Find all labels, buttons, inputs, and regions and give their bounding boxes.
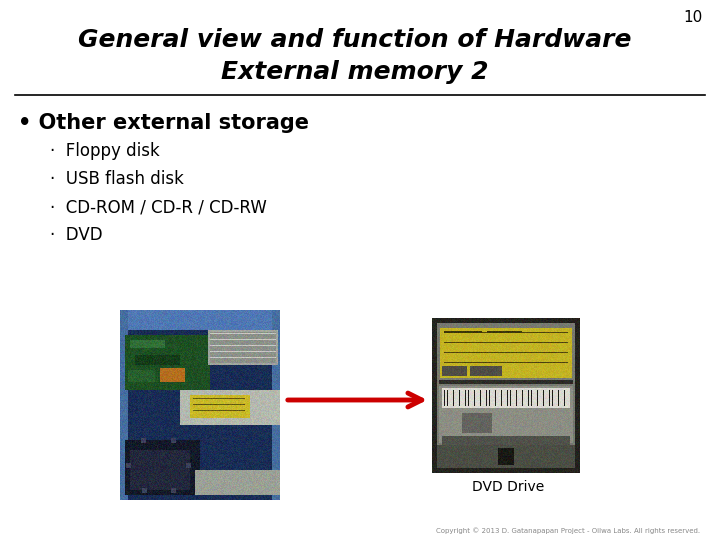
Text: ·  Floppy disk: · Floppy disk xyxy=(50,142,160,160)
Text: ·  DVD: · DVD xyxy=(50,226,103,244)
Text: DVD Drive: DVD Drive xyxy=(472,480,544,494)
Text: ·  CD-ROM / CD-R / CD-RW: · CD-ROM / CD-R / CD-RW xyxy=(50,198,267,216)
Text: ·  USB flash disk: · USB flash disk xyxy=(50,170,184,188)
Text: 10: 10 xyxy=(684,10,703,25)
Text: Copyright © 2013 D. Gatanapapan Project - Oilwa Labs. All rights reserved.: Copyright © 2013 D. Gatanapapan Project … xyxy=(436,528,700,534)
Text: General view and function of Hardware: General view and function of Hardware xyxy=(78,28,631,52)
Text: • Other external storage: • Other external storage xyxy=(18,113,309,133)
Text: External memory 2: External memory 2 xyxy=(221,60,489,84)
